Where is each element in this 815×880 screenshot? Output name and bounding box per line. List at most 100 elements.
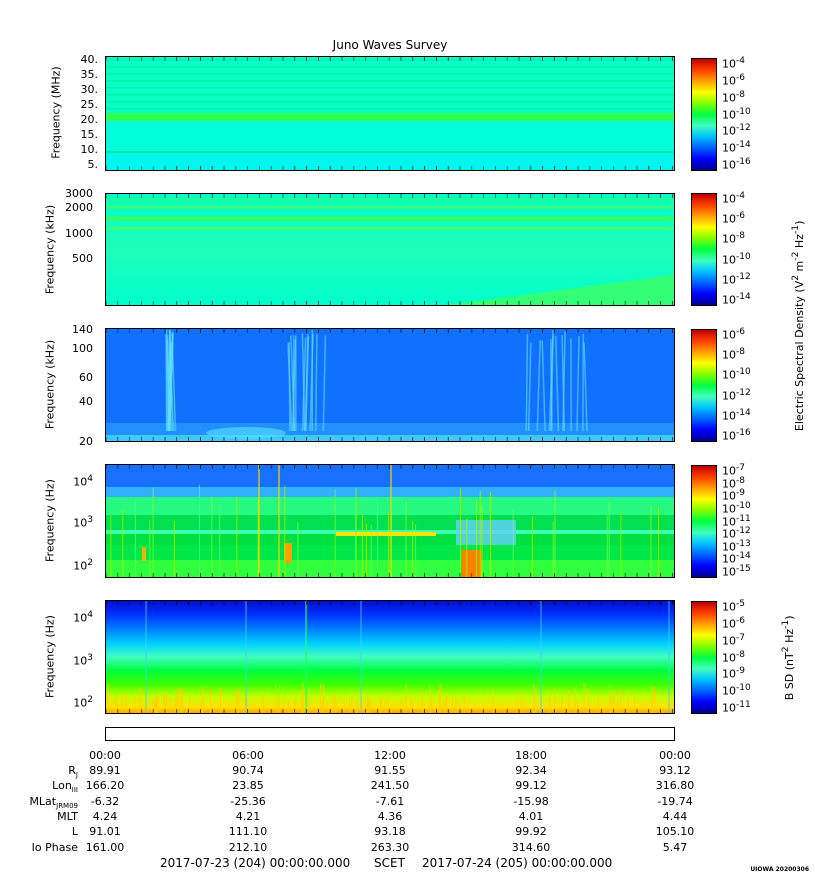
colorbar-tick: 10-10 (722, 683, 751, 698)
ephemeris-value: 91.55 (374, 764, 406, 777)
time-tick: 12:00 (374, 749, 406, 762)
ephemeris-value: -15.98 (513, 794, 549, 808)
ytick: 104 (73, 474, 93, 489)
colorbar-1 (691, 58, 717, 171)
colorbar-tick: 10-9 (722, 666, 745, 681)
ephemeris-value: 263.30 (370, 840, 410, 854)
ytick: 5. (87, 158, 99, 171)
ytick: 40 (79, 395, 93, 408)
ytick: 102 (73, 558, 93, 573)
colorbar-tick: 10-14 (722, 407, 751, 423)
ytick: 60 (79, 371, 93, 384)
colorbar-tick: 10-16 (722, 157, 751, 172)
ephemeris-value: 89.91 (89, 764, 121, 777)
ephemeris-value: 99.12 (515, 779, 547, 793)
time-tick: 06:00 (232, 749, 264, 762)
colorbar-5 (691, 601, 717, 714)
colorbar-tick: 10-13 (722, 538, 751, 554)
colorbar-tick: 10-15 (722, 564, 751, 579)
spectrogram-panel-4 (105, 464, 675, 578)
colorbar-tick: 10-10 (722, 367, 751, 383)
spectrogram-panel-3 (105, 328, 675, 442)
ytick: 20. (80, 113, 99, 126)
ephemeris-label: MLT (57, 809, 78, 823)
colorbar-tick: 10-8 (722, 475, 745, 491)
ephemeris-value: 105.10 (655, 825, 695, 839)
colorbar-tick: 10-8 (722, 649, 745, 665)
ephemeris-value: -6.32 (90, 794, 120, 808)
ephemeris-value: 241.50 (370, 779, 410, 793)
colorbar-tick: 10-11 (722, 513, 751, 529)
ytick: 104 (73, 610, 93, 625)
colorbar-tick: 10-12 (722, 271, 751, 287)
ephemeris-value: 212.10 (228, 840, 268, 854)
ephemeris-value: -7.61 (375, 794, 405, 808)
colorbar-tick: 10-6 (722, 615, 745, 631)
ytick: 15. (80, 128, 99, 141)
ephemeris-value: 4.01 (518, 809, 544, 823)
ephemeris-value: 4.24 (92, 809, 118, 823)
spectrogram-panel-2 (105, 193, 675, 306)
ytick: 2000 (65, 201, 93, 214)
spectrogram-panel-1 (105, 56, 675, 171)
ephemeris-label: MLatJRM09 (29, 794, 78, 810)
colorbar-tick: 10-5 (722, 599, 745, 614)
time-tick: 18:00 (515, 749, 547, 762)
ephemeris-value: 90.74 (232, 764, 264, 777)
colorbar-tick: 10-12 (722, 526, 751, 541)
ephemeris-value: 4.36 (377, 809, 403, 823)
ephemeris-value: 166.20 (85, 779, 125, 793)
footer-start: 2017-07-23 (204) 00:00:00.000 (160, 856, 351, 870)
ephemeris-value: -25.36 (230, 794, 266, 808)
ephemeris-value: 93.12 (659, 764, 691, 777)
footer-end: 2017-07-24 (205) 00:00:00.000 (422, 856, 613, 870)
colorbar-tick: 10-10 (722, 500, 751, 516)
colorbar-4 (691, 465, 717, 578)
ephemeris-value: 92.34 (515, 764, 547, 777)
p3-spectrogram (106, 329, 674, 441)
colorbar-tick: 10-11 (722, 700, 751, 715)
p1-spectrogram (106, 57, 674, 170)
p5-spectrogram (106, 601, 674, 713)
time-axis-bar (105, 727, 675, 741)
colorbar-tick: 10-8 (722, 231, 745, 247)
footer-scet: SCET (374, 856, 405, 870)
ytick: 30. (80, 83, 99, 96)
ephemeris-value: 161.00 (85, 840, 125, 854)
ytick: 20 (79, 435, 93, 448)
colorbar-tick: 10-7 (722, 463, 745, 478)
colorbar-tick: 10-14 (722, 292, 751, 307)
ephemeris-value: 111.10 (228, 825, 268, 839)
ephemeris-value: 93.18 (374, 825, 406, 839)
colorbar-tick: 10-8 (722, 89, 745, 105)
colorbar-tick: 10-7 (722, 632, 745, 648)
colorbar-3 (691, 329, 717, 442)
time-tick: 00:00 (659, 749, 691, 762)
colorbar-tick: 10-14 (722, 140, 751, 155)
colorbar-2 (691, 193, 717, 306)
ephemeris-value: 316.80 (655, 779, 695, 793)
ephemeris-value: 4.44 (662, 809, 688, 823)
time-tick: 00:00 (89, 749, 121, 762)
colorbar-tick: 10-10 (722, 251, 751, 267)
ytick: 1000 (65, 227, 93, 240)
ytick: 35. (80, 68, 99, 81)
ytick: 10. (80, 143, 99, 156)
ephemeris-value: 23.85 (232, 779, 264, 793)
colorbar-tick: 10-6 (722, 327, 745, 342)
colorbar-tick: 10-4 (722, 191, 745, 206)
colorbar-tick: 10-6 (722, 72, 745, 88)
ephemeris-value: -19.74 (657, 794, 693, 808)
colorbar-tick: 10-8 (722, 347, 745, 362)
colorbar-tick: 10-10 (722, 106, 751, 122)
ephemeris-label: RJ (68, 764, 78, 780)
colorbar-tick: 10-12 (722, 387, 751, 403)
ytick: 25. (80, 98, 99, 111)
ephemeris-value: 314.60 (511, 840, 551, 854)
ytick: 102 (73, 695, 93, 710)
stamp: UIOWA 20200306 (750, 866, 809, 873)
colorbar-tick: 10-14 (722, 551, 751, 567)
ephemeris-value: 99.92 (515, 825, 547, 839)
ytick: 103 (73, 653, 93, 668)
esd-label: Electric Spectral Density (V2 m-2 Hz-1) (790, 220, 806, 432)
